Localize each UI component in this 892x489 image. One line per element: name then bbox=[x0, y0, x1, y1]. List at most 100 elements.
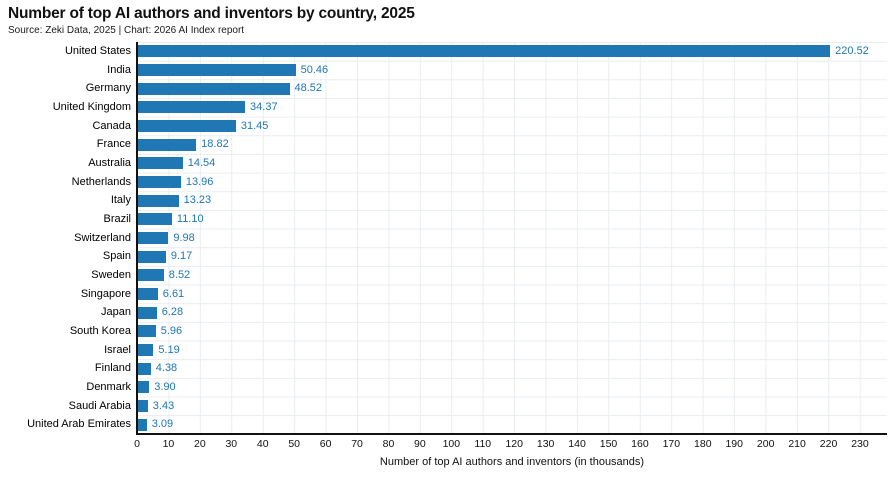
x-tick-label: 230 bbox=[851, 438, 869, 450]
x-tick-label: 160 bbox=[631, 438, 649, 450]
bar bbox=[137, 325, 156, 338]
bar-row: Denmark 3.90 bbox=[86, 378, 887, 397]
value-label: 9.17 bbox=[170, 250, 193, 263]
x-tick-label: 100 bbox=[442, 438, 461, 450]
value-label: 3.09 bbox=[151, 418, 174, 431]
y-axis-spine bbox=[136, 42, 138, 434]
x-tick-label: 60 bbox=[319, 438, 332, 450]
bar bbox=[137, 157, 183, 170]
bar-row: Finland 4.38 bbox=[95, 359, 887, 378]
value-label: 220.52 bbox=[835, 45, 869, 57]
x-tick-label: 180 bbox=[694, 438, 712, 450]
bar-row: Israel 5.19 bbox=[104, 341, 887, 360]
bar bbox=[137, 306, 157, 319]
x-tick-label: 210 bbox=[788, 438, 806, 450]
category-label: Canada bbox=[92, 119, 131, 132]
bar bbox=[137, 63, 296, 76]
bar-row: Germany 48.52 bbox=[86, 79, 887, 98]
x-axis-spine bbox=[136, 433, 887, 435]
bar bbox=[137, 362, 151, 375]
bar-row: Brazil 11.10 bbox=[103, 210, 887, 229]
bar bbox=[137, 213, 172, 226]
bar-row: France 18.82 bbox=[97, 135, 887, 154]
value-label: 13.96 bbox=[185, 175, 214, 188]
bar-row: South Korea 5.96 bbox=[70, 322, 887, 341]
category-label: Netherlands bbox=[71, 175, 131, 188]
category-label: Italy bbox=[110, 194, 131, 207]
value-label: 8.52 bbox=[168, 269, 191, 281]
value-label: 4.38 bbox=[155, 362, 178, 375]
x-tick-label: 70 bbox=[351, 438, 363, 450]
category-label: Spain bbox=[102, 250, 131, 263]
x-tick-label: 30 bbox=[225, 438, 238, 450]
x-tick-label: 20 bbox=[194, 438, 206, 450]
bar-row: Sweden 8.52 bbox=[91, 266, 887, 285]
category-label: Singapore bbox=[80, 287, 131, 300]
value-label: 3.43 bbox=[152, 399, 175, 412]
x-tick-label: 110 bbox=[474, 438, 492, 450]
value-label: 9.98 bbox=[173, 231, 195, 244]
value-label: 13.23 bbox=[183, 194, 212, 207]
category-label: South Korea bbox=[69, 325, 131, 337]
x-tick-label: 190 bbox=[725, 438, 743, 450]
value-label: 34.37 bbox=[250, 101, 278, 113]
bar-row: Switzerland 9.98 bbox=[74, 229, 887, 248]
bar bbox=[137, 119, 236, 132]
x-tick-label: 220 bbox=[819, 438, 838, 450]
category-label: France bbox=[96, 138, 131, 151]
category-label: Sweden bbox=[91, 269, 131, 281]
category-label: Switzerland bbox=[74, 231, 131, 244]
bar-row: United Kingdom 34.37 bbox=[53, 98, 887, 117]
value-label: 3.90 bbox=[154, 381, 176, 393]
bar bbox=[137, 175, 181, 188]
value-label: 48.52 bbox=[294, 82, 323, 95]
x-tick-label: 170 bbox=[662, 438, 681, 450]
bar-row: Canada 31.45 bbox=[92, 117, 887, 136]
category-label: Australia bbox=[88, 157, 131, 169]
x-tick-label: 0 bbox=[134, 438, 140, 450]
x-tick-label: 50 bbox=[288, 438, 300, 450]
value-label: 31.45 bbox=[240, 119, 269, 132]
bar bbox=[137, 269, 164, 282]
bar bbox=[137, 381, 150, 394]
bar bbox=[137, 45, 831, 58]
value-label: 18.82 bbox=[201, 138, 229, 151]
x-tick-label: 80 bbox=[382, 438, 395, 450]
category-label: United Arab Emirates bbox=[27, 418, 131, 431]
bar bbox=[137, 343, 154, 356]
chart-title: Number of top AI authors and inventors b… bbox=[8, 5, 415, 22]
bar-row: United States 220.52 bbox=[65, 42, 887, 61]
bar-row: Australia 14.54 bbox=[88, 154, 887, 173]
bar bbox=[137, 194, 179, 207]
x-tick-label: 150 bbox=[599, 438, 618, 450]
plot-area: United States 220.52 India 50.46 Germany 48.5… bbox=[27, 42, 887, 435]
category-label: Finland bbox=[94, 362, 131, 375]
bar-row: United Arab Emirates 3.09 bbox=[27, 415, 887, 434]
chart-source: Source: Zeki Data, 2025 | Chart: 2026 AI… bbox=[8, 25, 245, 36]
bar-row: Netherlands 13.96 bbox=[72, 173, 887, 192]
bar-row: Italy 13.23 bbox=[111, 191, 887, 210]
x-tick-label: 140 bbox=[568, 438, 586, 450]
bar-row: Saudi Arabia 3.43 bbox=[69, 397, 887, 416]
x-tick-label: 10 bbox=[162, 438, 175, 450]
value-label: 6.28 bbox=[161, 306, 184, 319]
bar-row: Japan 6.28 bbox=[101, 303, 887, 322]
category-label: Saudi Arabia bbox=[68, 399, 131, 412]
bar bbox=[137, 231, 169, 244]
category-label: Denmark bbox=[86, 381, 131, 393]
x-tick-label: 40 bbox=[256, 438, 269, 450]
category-label: Israel bbox=[104, 343, 131, 356]
bar bbox=[137, 101, 246, 114]
bar bbox=[137, 399, 148, 412]
bar-row: Singapore 6.61 bbox=[81, 285, 887, 304]
bar bbox=[137, 287, 158, 300]
value-label: 50.46 bbox=[300, 63, 329, 76]
category-label: Japan bbox=[101, 306, 131, 319]
bar-row: India 50.46 bbox=[107, 61, 887, 80]
bar bbox=[137, 138, 197, 151]
bar bbox=[137, 250, 166, 263]
bar bbox=[137, 82, 290, 95]
x-tick-label: 90 bbox=[414, 438, 426, 450]
category-label: Germany bbox=[85, 82, 131, 95]
